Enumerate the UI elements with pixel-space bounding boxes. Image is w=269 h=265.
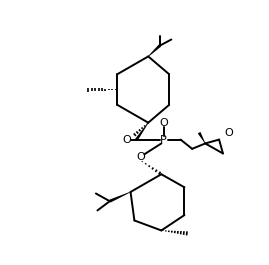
Text: O: O	[159, 118, 168, 128]
Polygon shape	[135, 122, 148, 141]
Polygon shape	[198, 132, 206, 144]
Polygon shape	[148, 45, 161, 57]
Text: P: P	[160, 135, 167, 145]
Polygon shape	[109, 192, 131, 203]
Text: O: O	[225, 129, 233, 138]
Text: O: O	[136, 152, 145, 162]
Text: O: O	[122, 135, 131, 145]
